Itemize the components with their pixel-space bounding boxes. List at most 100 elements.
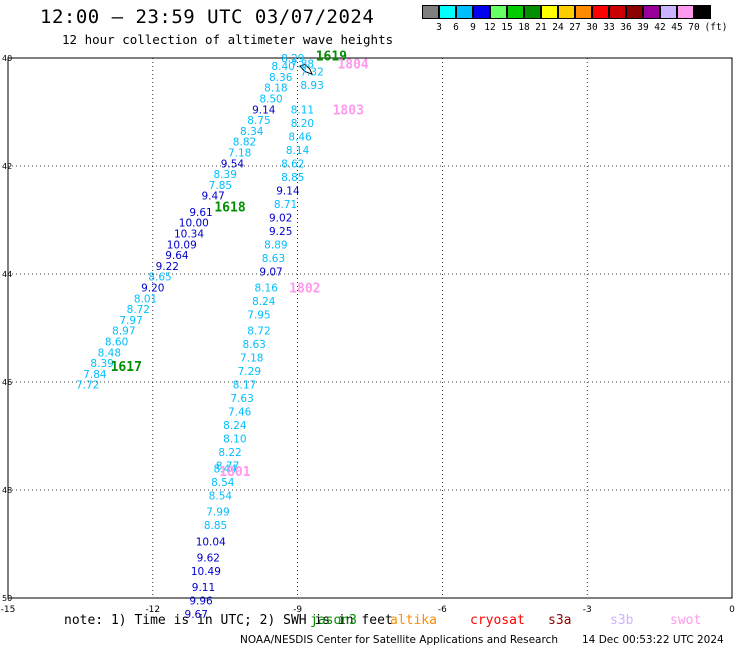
wave-height-reading: 8.82 [233,137,256,149]
wave-height-reading: 8.54 [209,490,233,502]
lon-tick-label: -6 [438,605,447,615]
scale-swatch [592,5,609,19]
generated-timestamp: 14 Dec 00:53:22 UTC 2024 [582,634,724,646]
wave-height-reading: 10.09 [167,239,197,251]
wave-height-reading: 8.10 [223,434,246,446]
lat-tick-label: 48 [2,486,12,495]
scale-label: 18 [518,22,530,33]
pass-time-label: 1801 [219,465,250,480]
satellite-name: jason3 [310,613,357,628]
pass-time-label: 1617 [111,360,142,375]
wave-height-reading: 8.22 [218,447,241,459]
wave-height-reading: 8.46 [288,131,312,143]
scale-label: 70 [688,22,700,33]
wave-height-reading: 8.48 [98,347,121,359]
lon-tick-label: -9 [293,605,302,615]
wave-height-reading: 8.24 [252,296,276,308]
scale-swatch [456,5,473,19]
scale-label: 36 [620,22,632,33]
wave-height-reading: 8.24 [223,420,247,432]
lat-tick-label: 46 [2,378,12,387]
lon-tick-label: -3 [583,605,592,615]
scale-label: 12 [484,22,496,33]
wave-height-reading: 9.02 [269,212,292,224]
scale-swatch [490,5,507,19]
scale-swatch [575,5,592,19]
wave-height-reading: 8.60 [105,337,128,349]
scale-swatch [558,5,575,19]
wave-height-reading: 8.75 [247,115,270,127]
satellite-name: s3a [548,613,572,628]
wave-height-reading: 9.14 [252,104,276,116]
wave-height-reading: 8.62 [281,158,304,170]
wave-height-reading: 8.93 [300,80,323,92]
scale-label: 39 [637,22,649,33]
scale-swatch [643,5,660,19]
wave-height-reading: 8.72 [127,304,150,316]
wave-height-reading: 8.39 [90,358,113,370]
wave-height-reading: 8.16 [255,283,279,295]
pass-time-label: 1804 [337,57,368,72]
scale-label: 6 [453,22,459,33]
wave-height-reading: 7.85 [209,180,232,192]
footer-note: note: 1) Time is in UTC; 2) SWH is in fe… [64,613,393,628]
wave-height-reading: 10.49 [191,566,221,578]
wave-height-reading: 7.95 [247,310,270,322]
wave-height-reading: 8.17 [233,380,256,392]
lon-tick-label: -15 [1,605,16,615]
scale-label: 33 [603,22,615,33]
wave-height-reading: 9.20 [141,283,164,295]
wave-height-reading: 8.29 [281,53,304,65]
pass-time-label: 1803 [333,103,364,118]
credit-line: NOAA/NESDIS Center for Satellite Applica… [240,634,558,646]
wave-height-reading: 8.01 [134,293,157,305]
satellite-name: swot [670,613,702,628]
satellite-name: s3b [610,613,634,628]
wave-height-reading: 8.20 [291,118,314,130]
scale-unit: (ft) [704,22,728,33]
wave-height-reading: 8.85 [204,520,227,532]
wave-height-reading: 7.63 [230,393,253,405]
wave-height-reading: 8.39 [214,169,237,181]
scale-swatch [507,5,524,19]
wave-height-reading: 7.72 [76,380,99,392]
wave-height-reading: 8.85 [281,172,304,184]
scale-swatch [609,5,626,19]
wave-height-reading: 8.63 [242,339,265,351]
wave-height-reading: 8.71 [274,199,297,211]
pass-time-label: 1619 [316,49,347,64]
lat-tick-label: 44 [2,270,12,279]
wave-height-reading: 9.47 [201,191,224,203]
wave-height-reading: 10.04 [196,536,226,548]
wave-height-reading: 9.96 [189,596,213,608]
scale-swatch [422,5,439,19]
satellite-name: altika [390,613,437,628]
scale-label: 27 [569,22,581,33]
wave-height-reading: 8.54 [211,477,235,489]
page-subtitle: 12 hour collection of altimeter wave hei… [62,32,394,47]
wave-height-reading: 8.11 [291,104,314,116]
lon-tick-label: -12 [145,605,160,615]
wave-height-reading: 9.67 [185,609,208,621]
wave-height-reading: 9.61 [189,207,212,219]
wave-height-reading: 9.22 [156,261,179,273]
lat-tick-label: 40 [2,54,12,63]
scale-swatch [694,5,711,19]
scale-swatch [524,5,541,19]
wave-height-reading: 7.84 [83,369,107,381]
wave-height-reading: 7.88 [291,58,314,70]
wave-height-reading: 9.54 [221,158,245,170]
wave-height-reading: 9.11 [192,582,215,594]
wave-height-reading: 7.29 [238,366,261,378]
wave-height-reading: 8.18 [264,83,287,95]
wave-height-reading: 8.89 [264,239,287,251]
wave-height-reading: 10.34 [174,229,204,241]
wave-height-reading: 7.46 [228,407,252,419]
lon-tick-label: 0 [729,605,735,615]
scale-label: 9 [470,22,476,33]
wave-height-reading: 7.18 [240,353,263,365]
wave-height-reading: 8.97 [112,326,135,338]
wave-height-reading: 7.18 [228,148,251,160]
wave-height-reading: 8.63 [262,253,285,265]
scale-label: 24 [552,22,564,33]
